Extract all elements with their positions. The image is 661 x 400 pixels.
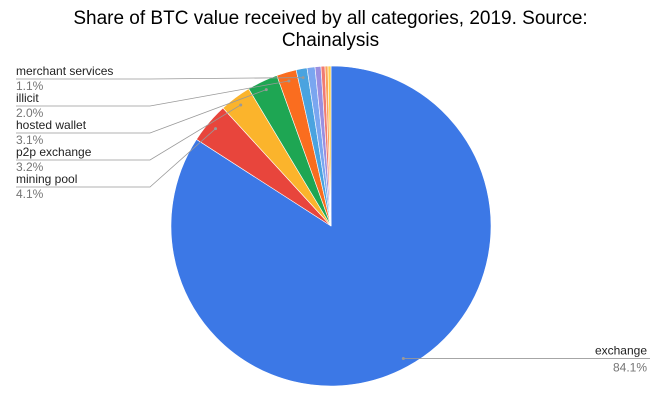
slice-label: mining pool <box>16 172 77 186</box>
leader-dot <box>287 79 291 83</box>
leader-line <box>16 80 289 107</box>
leader-dot <box>401 357 405 361</box>
leader-line <box>16 128 216 188</box>
slice-value-label: 3.1% <box>16 133 44 147</box>
chart-title: Share of BTC value received by all categ… <box>73 8 588 51</box>
leader-line <box>16 104 241 161</box>
slice-value-label: 3.2% <box>16 160 44 174</box>
slice-label: hosted wallet <box>16 118 87 132</box>
slice-value-label: 2.0% <box>16 106 44 120</box>
leader-dot <box>301 76 305 80</box>
leader-line <box>16 77 304 80</box>
pie-slice <box>327 65 332 227</box>
slice-value-label: 1.1% <box>16 79 44 93</box>
slice-value-label: 4.1% <box>16 187 44 201</box>
slice-label: merchant services <box>16 64 113 78</box>
leader-line <box>16 89 267 134</box>
leader-dot <box>264 88 268 92</box>
leader-dot <box>239 103 243 107</box>
leader-dot <box>214 127 218 131</box>
slice-label: p2p exchange <box>16 145 92 159</box>
slice-label: illicit <box>16 91 39 105</box>
slice-label: exchange <box>595 344 647 358</box>
slice-value-label: 84.1% <box>613 361 647 375</box>
